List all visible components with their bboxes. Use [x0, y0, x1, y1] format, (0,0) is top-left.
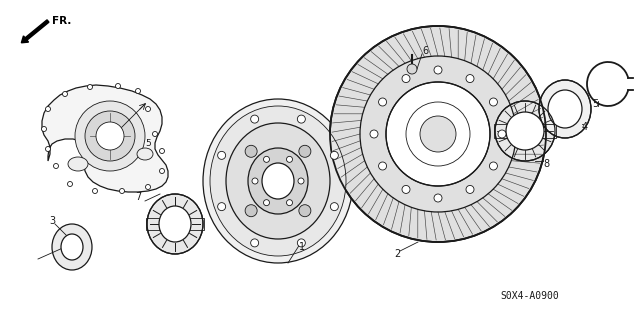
Circle shape: [45, 107, 51, 112]
Circle shape: [490, 162, 497, 170]
Text: 4: 4: [582, 122, 588, 132]
Circle shape: [402, 185, 410, 193]
Ellipse shape: [506, 112, 544, 150]
Circle shape: [498, 130, 506, 138]
Text: 2: 2: [394, 249, 400, 259]
Ellipse shape: [386, 82, 490, 186]
Ellipse shape: [137, 148, 153, 160]
Circle shape: [159, 168, 164, 174]
Circle shape: [434, 194, 442, 202]
Circle shape: [330, 151, 339, 160]
Circle shape: [407, 64, 417, 74]
Ellipse shape: [248, 148, 308, 214]
Circle shape: [218, 151, 226, 160]
Text: 6: 6: [422, 46, 428, 56]
Circle shape: [67, 182, 72, 187]
Circle shape: [402, 75, 410, 83]
Bar: [494, 124, 556, 138]
Circle shape: [251, 239, 259, 247]
Circle shape: [63, 92, 67, 97]
Circle shape: [490, 98, 497, 106]
Text: FR.: FR.: [52, 16, 72, 26]
Text: S0X4-A0900: S0X4-A0900: [500, 291, 559, 301]
Circle shape: [54, 164, 58, 168]
Ellipse shape: [262, 163, 294, 199]
Circle shape: [264, 156, 269, 162]
Ellipse shape: [52, 224, 92, 270]
Ellipse shape: [96, 122, 124, 150]
Circle shape: [370, 130, 378, 138]
Ellipse shape: [159, 206, 191, 242]
Ellipse shape: [61, 234, 83, 260]
Circle shape: [251, 115, 259, 123]
Text: 5: 5: [145, 139, 151, 149]
Circle shape: [252, 178, 258, 184]
Bar: [146, 218, 204, 230]
Circle shape: [42, 127, 47, 131]
Ellipse shape: [420, 116, 456, 152]
Circle shape: [245, 205, 257, 217]
Circle shape: [159, 149, 164, 153]
Ellipse shape: [75, 101, 145, 171]
Ellipse shape: [85, 111, 135, 161]
Circle shape: [466, 75, 474, 83]
Circle shape: [287, 156, 292, 162]
Circle shape: [245, 145, 257, 157]
Circle shape: [45, 146, 51, 152]
Circle shape: [152, 131, 157, 137]
Circle shape: [120, 189, 125, 194]
Ellipse shape: [147, 194, 203, 254]
Ellipse shape: [539, 80, 591, 138]
Circle shape: [299, 145, 311, 157]
Circle shape: [379, 98, 387, 106]
FancyArrow shape: [21, 20, 49, 43]
Ellipse shape: [203, 99, 353, 263]
Circle shape: [466, 185, 474, 193]
Circle shape: [379, 162, 387, 170]
Circle shape: [136, 88, 141, 93]
Circle shape: [218, 203, 226, 211]
Circle shape: [298, 178, 304, 184]
Ellipse shape: [68, 157, 88, 171]
Circle shape: [298, 115, 305, 123]
Circle shape: [434, 66, 442, 74]
Circle shape: [88, 85, 93, 90]
Circle shape: [145, 184, 150, 189]
Circle shape: [287, 200, 292, 206]
Circle shape: [93, 189, 97, 194]
Ellipse shape: [226, 123, 330, 239]
Circle shape: [264, 200, 269, 206]
Text: 8: 8: [543, 159, 549, 169]
Circle shape: [330, 203, 339, 211]
Circle shape: [299, 205, 311, 217]
Circle shape: [298, 239, 305, 247]
Text: 1: 1: [299, 242, 305, 252]
Ellipse shape: [210, 106, 346, 256]
Circle shape: [115, 84, 120, 88]
Text: 5: 5: [592, 99, 598, 109]
Text: 7: 7: [135, 192, 141, 202]
Ellipse shape: [330, 26, 546, 242]
Ellipse shape: [495, 101, 555, 161]
Text: 3: 3: [49, 216, 55, 226]
Ellipse shape: [548, 90, 582, 128]
Circle shape: [145, 107, 150, 112]
Polygon shape: [42, 85, 168, 192]
